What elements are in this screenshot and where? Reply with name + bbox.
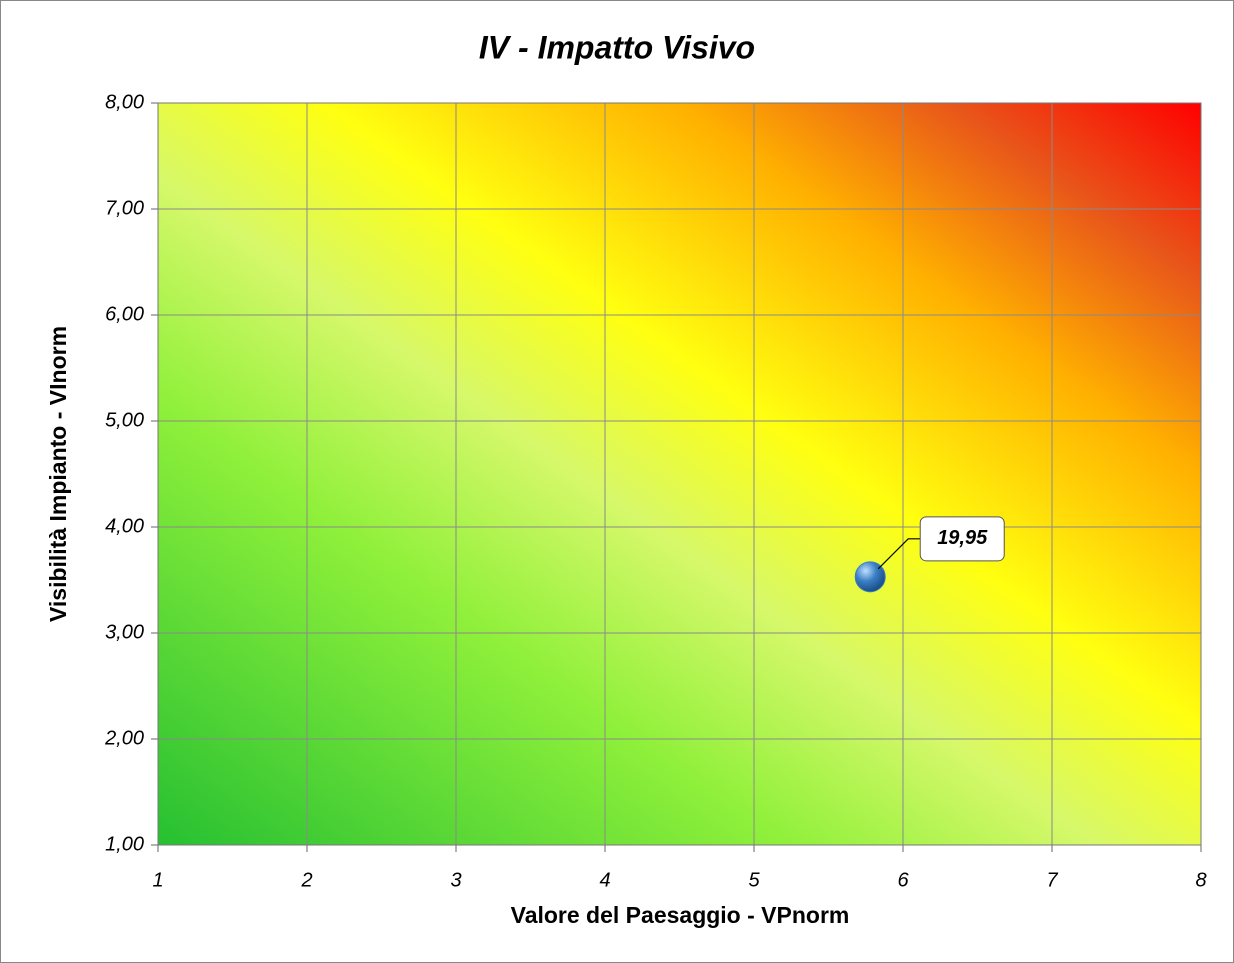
y-tick-label: 5,00 <box>105 409 144 431</box>
y-tick-label: 8,00 <box>105 91 144 113</box>
x-tick-label: 2 <box>300 869 312 891</box>
label-leader <box>877 538 921 570</box>
plot-border <box>157 102 1202 846</box>
x-tick-label: 5 <box>748 869 760 891</box>
y-tick-label: 1,00 <box>105 833 144 855</box>
data-label: 19,95 <box>937 527 988 549</box>
y-tick-label: 2,00 <box>104 727 144 749</box>
label-box <box>919 516 1005 562</box>
chart-title: IV - Impatto Visivo <box>479 29 755 65</box>
y-tick-label: 3,00 <box>105 621 144 643</box>
x-axis-label: Valore del Paesaggio - VPnorm <box>511 902 850 928</box>
point <box>854 561 886 593</box>
x-tick-label: 8 <box>1195 869 1206 891</box>
x-tick-label: 7 <box>1046 869 1058 891</box>
plot-area <box>158 103 1201 845</box>
y-axis-label: Visibilità Impianto - VInorm <box>45 326 71 622</box>
y-tick-label: 6,00 <box>105 303 144 325</box>
x-tick-label: 4 <box>599 869 610 891</box>
y-tick-label: 7,00 <box>105 197 144 219</box>
x-tick-label: 3 <box>450 869 461 891</box>
x-tick-label: 1 <box>152 869 163 891</box>
y-tick-label: 4,00 <box>105 515 144 537</box>
x-tick-label: 6 <box>897 869 909 891</box>
